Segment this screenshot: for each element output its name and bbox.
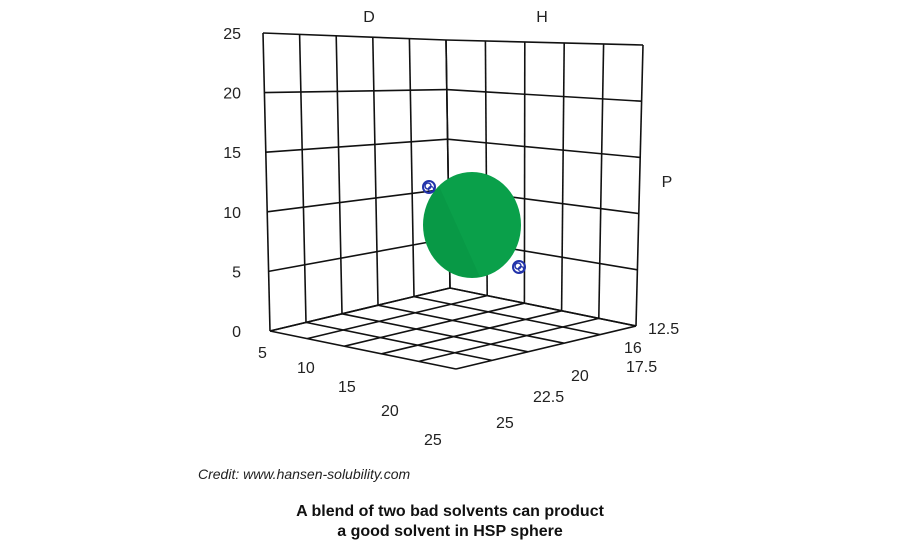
caption-line-1: A blend of two bad solvents can product	[296, 503, 604, 520]
solvent-point-inner	[514, 262, 522, 270]
grid-line-floor-a	[377, 304, 565, 344]
solvent-point-ring	[422, 180, 436, 194]
hsp-sphere	[423, 172, 521, 278]
wall-label-h: H	[536, 9, 548, 26]
solvent-point-inner	[427, 185, 435, 193]
grid-line-right-wall-h	[447, 138, 641, 159]
tick-label-vertical: 15	[223, 145, 241, 162]
tick-label-vertical: 0	[232, 324, 241, 341]
grid-line-floor-a	[341, 313, 529, 353]
solvent-point-ring	[512, 260, 526, 274]
grid-line-right-wall-v	[560, 42, 565, 311]
grid-line-floor-a	[305, 321, 493, 362]
grid-line-floor-a	[449, 287, 637, 327]
grid-line-floor-b	[381, 310, 562, 355]
grid-line-left-wall-h	[262, 32, 447, 41]
tick-label-right-depth: 25	[496, 415, 514, 432]
figure-caption: A blend of two bad solvents can product …	[0, 502, 900, 542]
grid-line-right-wall-v	[635, 44, 644, 327]
tick-label-vertical: 25	[223, 26, 241, 43]
chart-grid	[262, 32, 644, 370]
solvent-point-inner	[424, 182, 432, 190]
grid-line-left-wall-v	[408, 38, 415, 297]
grid-line-floor-b	[269, 287, 451, 332]
grid-line-floor-a	[269, 330, 457, 370]
tick-label-left-depth: 10	[297, 360, 315, 377]
grid-line-floor-b	[344, 302, 525, 347]
hsp-sphere-shade	[423, 186, 480, 278]
chart-marks	[422, 172, 526, 278]
grid-line-floor-b	[418, 317, 599, 363]
tick-label-right-depth: 17.5	[626, 359, 657, 376]
credit-text: Credit: www.hansen-solubility.com	[198, 466, 411, 482]
tick-label-left-depth: 5	[258, 345, 267, 362]
solvent-point-inner	[517, 265, 525, 273]
tick-label-right-depth: 16	[624, 340, 642, 357]
tick-label-right-depth: 12.5	[648, 321, 679, 338]
tick-label-left-depth: 15	[338, 379, 356, 396]
grid-line-floor-a	[413, 295, 601, 336]
grid-line-floor-b	[455, 325, 637, 370]
tick-label-left-depth: 20	[381, 403, 399, 420]
grid-line-left-wall-h	[265, 138, 448, 153]
grid-line-left-wall-v	[335, 35, 343, 314]
grid-line-left-wall-v	[372, 37, 379, 306]
tick-label-right-depth: 22.5	[533, 389, 564, 406]
solvent-point	[422, 180, 436, 194]
tick-label-vertical: 20	[223, 86, 241, 103]
grid-line-left-wall-h	[264, 88, 447, 94]
tick-label-vertical: 5	[232, 264, 241, 281]
tick-label-right-depth: 20	[571, 368, 589, 385]
grid-line-right-wall-h	[446, 88, 642, 102]
grid-line-right-wall-v	[598, 43, 605, 319]
grid-line-right-wall-h	[445, 39, 644, 46]
tick-label-vertical: 10	[223, 205, 241, 222]
caption-line-2: a good solvent in HSP sphere	[337, 523, 563, 540]
wall-label-p: P	[662, 174, 673, 191]
tick-label-left-depth: 25	[424, 432, 442, 449]
grid-line-left-wall-h	[267, 188, 449, 213]
grid-line-floor-b	[307, 294, 488, 340]
grid-line-left-wall-h	[268, 237, 450, 273]
solvent-point	[512, 260, 526, 274]
grid-line-left-wall-v	[262, 32, 271, 332]
wall-label-d: D	[363, 9, 375, 26]
grid-line-left-wall-v	[298, 34, 307, 323]
